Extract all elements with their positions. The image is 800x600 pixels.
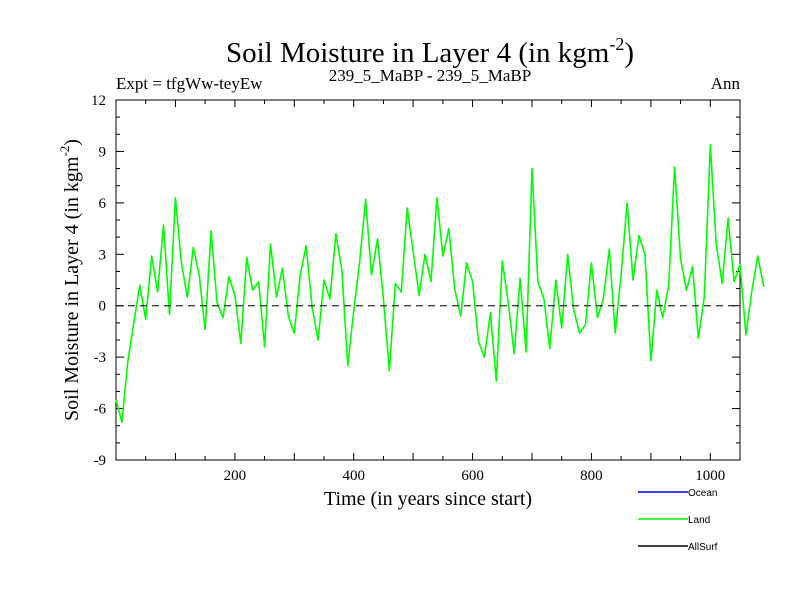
plot-area: 200 400 600 800 1000 -9 -6 -3 0 3 6 9 12: [91, 93, 765, 484]
x-tick-label: 400: [342, 468, 365, 484]
x-tick-label: 600: [461, 468, 484, 484]
legend-label-allsurf: AllSurf: [688, 542, 718, 553]
x-tick-label: 200: [224, 468, 247, 484]
x-axis-label: Time (in years since start): [324, 488, 532, 510]
y-tick-label: 3: [99, 247, 107, 263]
legend-label-ocean: Ocean: [688, 488, 717, 499]
y-axis-label: Soil Moisture in Layer 4 (in kgm-2): [57, 139, 83, 421]
plot-frame: [115, 99, 741, 461]
season-label: Ann: [711, 74, 741, 93]
y-tick-label: 12: [91, 93, 106, 109]
y-tick-label: -6: [94, 402, 107, 418]
legend: Ocean Land AllSurf: [638, 488, 718, 553]
period-label: 239_5_MaBP - 239_5_MaBP: [329, 66, 531, 85]
experiment-label: Expt = tfgWw-teyEw: [116, 74, 263, 93]
y-tick-label: 0: [99, 299, 107, 315]
series-line-land: [115, 143, 765, 424]
legend-label-land: Land: [688, 515, 710, 526]
y-tick-label: -3: [94, 350, 107, 366]
chart-title: Soil Moisture in Layer 4 (in kgm-2): [226, 34, 634, 69]
y-tick-label: 9: [99, 144, 107, 160]
x-tick-label: 800: [580, 468, 603, 484]
y-tick-label: 6: [99, 196, 107, 212]
x-tick-label: 1000: [695, 468, 725, 484]
y-tick-label: -9: [94, 453, 107, 469]
